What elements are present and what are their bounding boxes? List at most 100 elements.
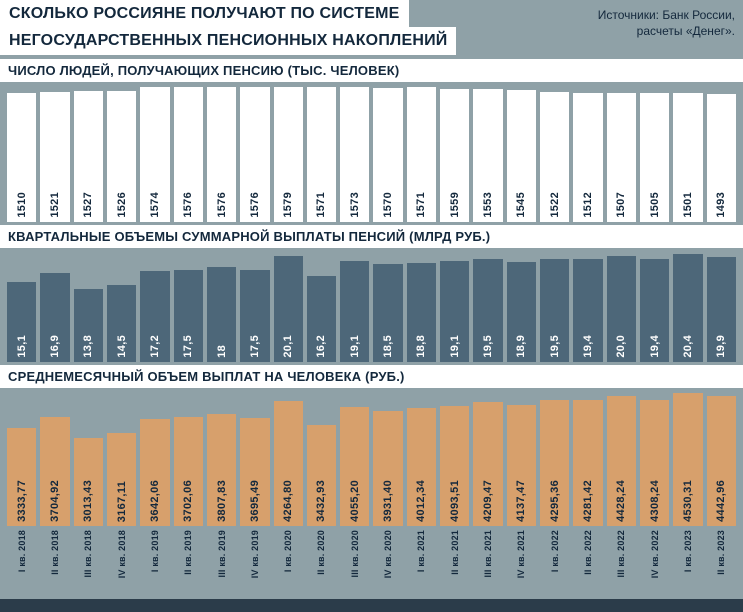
chart-quarterly-payment-volumes: 15,1 16,9 13,8 14,5 17,2 17,5 18 17,5 20,1 16,2 19… bbox=[0, 251, 743, 362]
bar: 3642,06 bbox=[140, 419, 170, 526]
bar: 4093,51 bbox=[440, 405, 470, 526]
bar: 3807,83 bbox=[206, 414, 237, 526]
x-axis-label-cell: I кв. 2023 bbox=[673, 530, 702, 590]
bar: 1576 bbox=[206, 87, 237, 222]
bar: 4012,34 bbox=[406, 408, 437, 526]
bar-value-label: 4295,36 bbox=[548, 480, 561, 522]
x-axis-label: IV кв. 2020 bbox=[383, 530, 394, 579]
bar-value-label: 13,8 bbox=[82, 335, 95, 358]
x-axis-label: I кв. 2019 bbox=[149, 530, 160, 573]
bar: 3333,77 bbox=[7, 428, 37, 526]
x-axis-label-cell: II кв. 2020 bbox=[307, 530, 336, 590]
x-axis-label: II кв. 2020 bbox=[316, 530, 327, 575]
x-axis-label-cell: II кв. 2022 bbox=[573, 530, 602, 590]
x-axis-label: IV кв. 2018 bbox=[116, 530, 127, 579]
section-title-average-payment: СРЕДНЕМЕСЯЧНЫЙ ОБЪЕМ ВЫПЛАТ НА ЧЕЛОВЕКА … bbox=[0, 365, 743, 388]
x-axis-label: II кв. 2018 bbox=[49, 530, 60, 575]
bar: 3704,92 bbox=[40, 417, 70, 526]
bar-value-label: 4530,31 bbox=[681, 480, 694, 522]
x-axis-label: IV кв. 2019 bbox=[249, 530, 260, 579]
bar-value-label: 3807,83 bbox=[215, 480, 228, 522]
bar-value-label: 3013,43 bbox=[82, 480, 95, 522]
bar: 16,9 bbox=[40, 272, 70, 362]
bar-value-label: 19,1 bbox=[348, 335, 361, 358]
bar: 20,4 bbox=[673, 254, 703, 362]
x-axis-label-cell: I кв. 2018 bbox=[7, 530, 36, 590]
bar-value-label: 1576 bbox=[248, 192, 261, 218]
chart-people-receiving-pension: 1510 1521 1527 1526 1574 1576 1576 1576 1579 1571… bbox=[0, 85, 743, 222]
bar: 1510 bbox=[7, 92, 37, 222]
bar: 1571 bbox=[406, 87, 437, 222]
x-axis-label: I кв. 2023 bbox=[682, 530, 693, 573]
bar-value-label: 1571 bbox=[315, 192, 328, 218]
x-axis-label-cell: IV кв. 2020 bbox=[373, 530, 402, 590]
bar-value-label: 1501 bbox=[681, 192, 694, 218]
x-axis-label-cell: IV кв. 2019 bbox=[240, 530, 269, 590]
x-axis: I кв. 2018 II кв. 2018 III кв. 2018 IV кв. … bbox=[0, 530, 743, 590]
bar: 1505 bbox=[639, 93, 670, 222]
x-axis-label-cell: III кв. 2020 bbox=[340, 530, 369, 590]
bar: 18,8 bbox=[406, 262, 437, 362]
bar-value-label: 16,2 bbox=[315, 335, 328, 358]
bar-value-label: 3642,06 bbox=[148, 480, 161, 522]
bar: 19,5 bbox=[473, 258, 503, 362]
bar: 1521 bbox=[40, 91, 70, 222]
bar-value-label: 4137,47 bbox=[515, 480, 528, 522]
bar-value-label: 1573 bbox=[348, 192, 361, 218]
x-axis-label-cell: I кв. 2022 bbox=[540, 530, 569, 590]
bar-value-label: 1510 bbox=[15, 192, 28, 218]
x-axis-label-cell: IV кв. 2021 bbox=[507, 530, 536, 590]
bar: 15,1 bbox=[7, 282, 37, 362]
bar-value-label: 1559 bbox=[448, 192, 461, 218]
bar: 3702,06 bbox=[173, 417, 203, 526]
x-axis-label: II кв. 2023 bbox=[716, 530, 727, 575]
bar: 1574 bbox=[140, 87, 170, 222]
bar: 1579 bbox=[273, 86, 303, 222]
bar: 1501 bbox=[673, 93, 703, 222]
bar: 4530,31 bbox=[673, 393, 703, 526]
bar: 3013,43 bbox=[73, 437, 103, 526]
bar-value-label: 4209,47 bbox=[482, 480, 495, 522]
bar: 18,9 bbox=[506, 262, 536, 362]
bar: 1545 bbox=[506, 89, 536, 222]
footer-bar bbox=[0, 599, 743, 612]
bar: 20,0 bbox=[606, 256, 636, 362]
bar-value-label: 19,9 bbox=[715, 335, 728, 358]
page-title: СКОЛЬКО РОССИЯНЕ ПОЛУЧАЮТ ПО СИСТЕМЕ НЕГ… bbox=[0, 0, 457, 55]
bar-value-label: 3704,92 bbox=[48, 480, 61, 522]
bar-value-label: 4264,80 bbox=[282, 480, 295, 522]
bar: 4137,47 bbox=[506, 404, 536, 526]
bar-value-label: 1576 bbox=[182, 192, 195, 218]
bar: 4209,47 bbox=[473, 402, 503, 526]
bar-value-label: 1571 bbox=[415, 192, 428, 218]
bar-value-label: 4428,24 bbox=[615, 480, 628, 522]
x-axis-label: III кв. 2022 bbox=[616, 530, 627, 578]
bar: 1553 bbox=[473, 89, 503, 222]
bar-value-label: 3167,11 bbox=[115, 480, 128, 522]
bar: 13,8 bbox=[73, 289, 103, 362]
bar-value-label: 1512 bbox=[581, 192, 594, 218]
bar: 4308,24 bbox=[639, 399, 670, 526]
bar: 1507 bbox=[606, 92, 636, 222]
x-axis-label: IV кв. 2022 bbox=[649, 530, 660, 579]
bar-value-label: 19,5 bbox=[548, 335, 561, 358]
bar: 3931,40 bbox=[373, 410, 403, 526]
bar-value-label: 18,9 bbox=[515, 335, 528, 358]
bar: 4442,96 bbox=[706, 395, 736, 526]
source-line-2: расчеты «Денег». bbox=[636, 24, 735, 39]
bar-value-label: 17,5 bbox=[248, 335, 261, 358]
bar: 1527 bbox=[73, 91, 103, 222]
x-axis-label-cell: III кв. 2018 bbox=[74, 530, 103, 590]
bar: 4281,42 bbox=[573, 400, 603, 526]
bar: 1570 bbox=[373, 87, 403, 222]
bar: 19,1 bbox=[340, 261, 370, 362]
bar: 4264,80 bbox=[273, 400, 303, 526]
bar-value-label: 1522 bbox=[548, 192, 561, 218]
x-axis-label-cell: II кв. 2023 bbox=[707, 530, 736, 590]
header: СКОЛЬКО РОССИЯНЕ ПОЛУЧАЮТ ПО СИСТЕМЕ НЕГ… bbox=[0, 0, 743, 56]
x-axis-label: IV кв. 2021 bbox=[516, 530, 527, 579]
bar-value-label: 4093,51 bbox=[448, 480, 461, 522]
bar: 1522 bbox=[540, 91, 570, 222]
bar-value-label: 3695,49 bbox=[248, 480, 261, 522]
bar-value-label: 18,8 bbox=[415, 335, 428, 358]
